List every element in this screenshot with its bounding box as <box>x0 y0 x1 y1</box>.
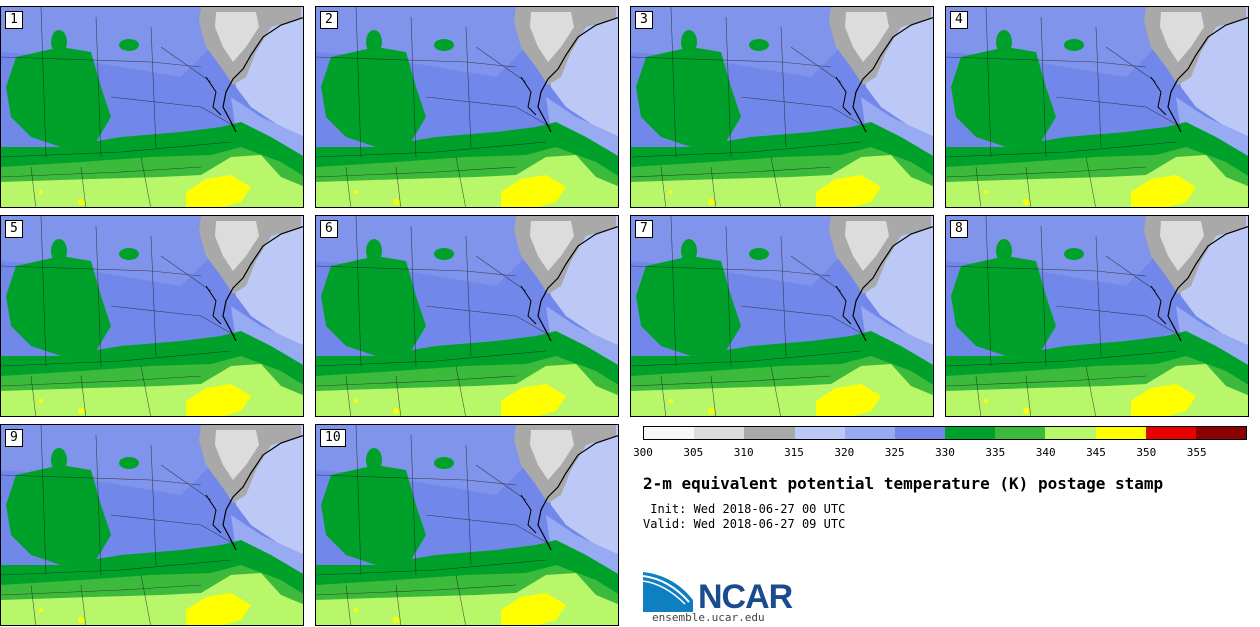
map-title: 2-m equivalent potential temperature (K)… <box>643 474 1164 493</box>
ensemble-member-9: 9 <box>0 424 304 626</box>
ensemble-member-7: 7 <box>630 215 934 417</box>
colorbar-segment <box>794 427 845 439</box>
ensemble-map <box>316 7 618 207</box>
member-number-label: 7 <box>635 220 653 238</box>
colorbar-tick-label: 335 <box>985 446 1006 459</box>
member-number-label: 3 <box>635 11 653 29</box>
colorbar-tick-label: 315 <box>784 446 804 459</box>
ensemble-map <box>1 7 303 207</box>
ensemble-member-1: 1 <box>0 6 304 208</box>
colorbar-tick-label: 355 <box>1186 446 1207 459</box>
colorbar-tick-label: 325 <box>884 446 905 459</box>
ncar-logo-icon <box>643 572 693 612</box>
ensemble-map <box>946 7 1248 207</box>
ensemble-member-6: 6 <box>315 215 619 417</box>
colorbar-segment <box>1095 427 1146 439</box>
colorbar-tick-label: 305 <box>683 446 704 459</box>
ncar-logo-text: NCAR <box>698 578 793 616</box>
colorbar-segment <box>1045 427 1096 439</box>
ensemble-map <box>631 7 933 207</box>
ensemble-map <box>946 216 1248 416</box>
site-url: ensemble.ucar.edu <box>652 611 765 624</box>
colorbar-tick-label: 320 <box>834 446 855 459</box>
colorbar-segment <box>844 427 895 439</box>
member-number-label: 10 <box>320 429 346 447</box>
colorbar-segment <box>644 427 695 439</box>
ensemble-map <box>631 216 933 416</box>
ensemble-map <box>316 216 618 416</box>
colorbar-segment <box>995 427 1046 439</box>
member-number-label: 9 <box>5 429 23 447</box>
colorbar-segment <box>1145 427 1196 439</box>
colorbar-segment <box>1195 427 1247 439</box>
ensemble-member-10: 10 <box>315 424 619 626</box>
init-time: Init: Wed 2018-06-27 00 UTC <box>643 502 846 516</box>
member-number-label: 8 <box>950 220 968 238</box>
colorbar-tick-label: 345 <box>1086 446 1106 459</box>
ensemble-member-8: 8 <box>945 215 1249 417</box>
colorbar-tick-label: 300 <box>633 446 653 459</box>
member-number-label: 5 <box>5 220 23 238</box>
colorbar-tick-label: 350 <box>1136 446 1157 459</box>
ensemble-map <box>1 425 303 625</box>
ensemble-member-2: 2 <box>315 6 619 208</box>
colorbar-tick-label: 310 <box>733 446 754 459</box>
colorbar-tick-label: 330 <box>935 446 955 459</box>
colorbar-tick-label: 340 <box>1035 446 1056 459</box>
ensemble-map <box>1 216 303 416</box>
member-number-label: 4 <box>950 11 968 29</box>
valid-time: Valid: Wed 2018-06-27 09 UTC <box>643 517 846 531</box>
colorbar-segment <box>894 427 946 439</box>
member-number-label: 2 <box>320 11 338 29</box>
ensemble-member-5: 5 <box>0 215 304 417</box>
member-number-label: 6 <box>320 220 338 238</box>
colorbar-segment <box>744 427 795 439</box>
colorbar-segment <box>694 427 745 439</box>
ensemble-map <box>316 425 618 625</box>
ensemble-member-4: 4 <box>945 6 1249 208</box>
colorbar <box>643 426 1247 440</box>
colorbar-segment <box>945 427 996 439</box>
member-number-label: 1 <box>5 11 23 29</box>
ensemble-member-3: 3 <box>630 6 934 208</box>
